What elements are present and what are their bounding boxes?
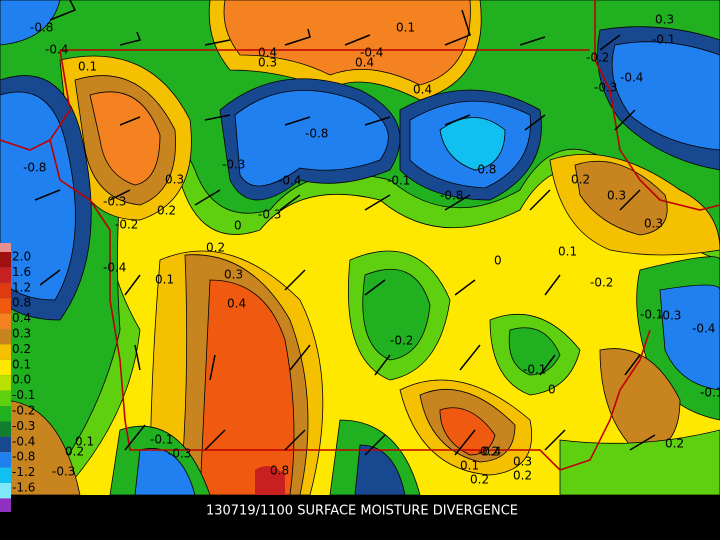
contour-label: -0.4 (45, 43, 68, 57)
contour-label: -0.3 (103, 195, 126, 209)
contour-label: 0.1 (558, 245, 577, 259)
legend-label: -0.3 (12, 419, 35, 433)
legend-label: 1.2 (12, 280, 31, 294)
contour-label: 0.2 (480, 445, 499, 459)
legend-label: 1.6 (12, 265, 31, 279)
contour-label: -0.3 (658, 309, 681, 323)
contour-label: -0.4 (692, 322, 715, 336)
contour-label: 0.3 (258, 56, 277, 70)
legend-swatch (0, 452, 11, 468)
contour-label: 0.2 (571, 173, 590, 187)
legend-label: -1.6 (12, 481, 35, 495)
legend-swatch (0, 298, 11, 314)
legend-label: 0.0 (12, 373, 31, 387)
legend-label: -0.2 (12, 404, 35, 418)
legend-label: -0.1 (12, 388, 35, 402)
contour-label: -0.8 (305, 127, 328, 141)
contour-label: 0 (548, 383, 556, 397)
contour-label: -0.8 (23, 161, 46, 175)
contour-label: 0.2 (470, 473, 489, 487)
contour-label: 0.2 (206, 241, 225, 255)
contour-label: 0.4 (355, 56, 374, 70)
contour-label: -0.2 (586, 51, 609, 65)
legend-swatch (0, 313, 11, 329)
legend-swatch (0, 359, 11, 376)
contour-label: 0.3 (655, 13, 674, 27)
legend-swatch (0, 252, 11, 268)
legend-label: 0.1 (12, 357, 31, 371)
contour-label: 0.1 (78, 60, 97, 74)
legend-swatch (0, 406, 11, 422)
contour-label: -0.4 (478, 445, 501, 459)
contour-labels: -0.8 -0.4 0.1 -0.8 0.3 0.2 -0.3 -0.2 -0.… (23, 13, 720, 487)
contour-label: 0.3 (165, 173, 184, 187)
contour-label: -0.8 (440, 189, 463, 203)
contour-label: -0.3 (258, 208, 281, 222)
legend-label: 0.8 (12, 296, 31, 310)
contour-label: 0 (494, 254, 502, 268)
contour-label: -0.8 (473, 163, 496, 177)
contour-label: -0.1 (150, 433, 173, 447)
contour-label: -0.2 (390, 334, 413, 348)
contour-label: -0.3 (594, 81, 617, 95)
legend-swatch (0, 483, 11, 499)
contour-label: -0.2 (115, 218, 138, 232)
contour-label: 0.4 (227, 297, 246, 311)
contour-label: -0.1 (700, 386, 720, 400)
contour-label: 0.8 (270, 464, 289, 478)
contour-label: 0 (234, 219, 242, 233)
legend-label: -0.8 (12, 450, 35, 464)
contour-label: 0.3 (224, 268, 243, 282)
contour-label: -0.3 (168, 447, 191, 461)
legend-label: 0.4 (12, 311, 31, 325)
contour-label: -0.1 (523, 363, 546, 377)
contour-label: -0.4 (278, 174, 301, 188)
contour-label: 0.2 (65, 445, 84, 459)
contour-label: -0.3 (222, 158, 245, 172)
contour-label: 0.2 (157, 204, 176, 218)
wind-barbs (34, 0, 656, 456)
legend-label: -0.4 (12, 434, 35, 448)
contour-label: 0.1 (396, 21, 415, 35)
contour-label: -0.1 (652, 33, 675, 47)
contour-label: 0.1 (155, 273, 174, 287)
legend-swatch (0, 329, 11, 345)
contour-label: 0.1 (460, 459, 479, 473)
field (0, 0, 720, 496)
legend-swatch (0, 390, 11, 406)
legend-swatch (0, 282, 11, 299)
contour-label: 0.2 (513, 469, 532, 483)
title: 130719/1100 SURFACE MOISTURE DIVERGENCE (206, 504, 518, 519)
contour-label: -0.3 (52, 465, 75, 479)
contour-label: 0.1 (75, 435, 94, 449)
state-borders (0, 0, 720, 471)
contour-label: -0.1 (640, 308, 663, 322)
contour-label: 0.3 (607, 189, 626, 203)
legend-label: 2.0 (12, 250, 31, 264)
legend-swatch (0, 267, 11, 283)
legend-label: -1.2 (12, 465, 35, 479)
contour-label: 0.4 (258, 46, 277, 60)
legend-swatch (0, 498, 11, 512)
legend-swatch (0, 421, 11, 437)
contour-label: -0.8 (30, 21, 53, 35)
contour-label: 0.3 (644, 217, 663, 231)
legend-label: 0.2 (12, 342, 31, 356)
legend-swatch (0, 436, 11, 453)
contour-label: 0.2 (665, 437, 684, 451)
contour-label: 0.3 (513, 455, 532, 469)
legend: 2.01.61.20.80.40.30.20.10.0-0.1-0.2-0.3-… (0, 243, 35, 512)
legend-swatch (0, 467, 11, 483)
contour-label: -0.4 (620, 71, 643, 85)
contour-label: -0.1 (387, 174, 410, 188)
legend-swatch (0, 344, 11, 360)
contour-label: -0.2 (590, 276, 613, 290)
contour-label: -0.4 (103, 261, 126, 275)
legend-swatch (0, 375, 11, 391)
legend-label: 0.3 (12, 327, 31, 341)
legend-swatch (0, 243, 11, 252)
contour-label: -0.4 (360, 46, 383, 60)
contour-label: 0.4 (413, 83, 432, 97)
